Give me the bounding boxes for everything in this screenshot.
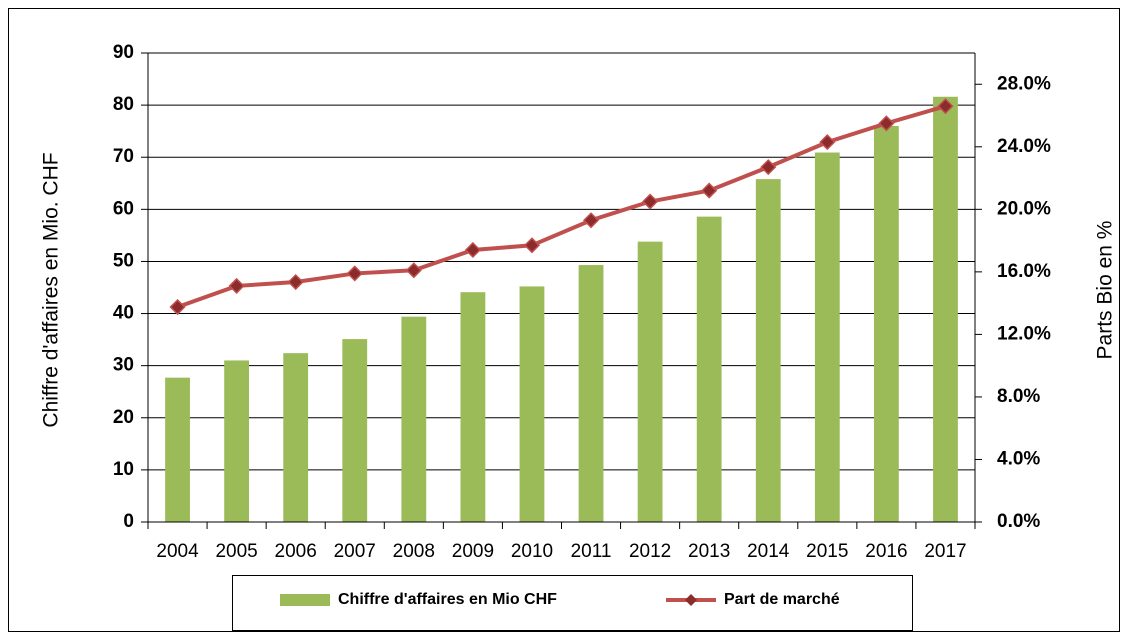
y-tick-label: 0 [123, 511, 134, 532]
marker [405, 262, 422, 279]
y2-tick-label: 16.0% [997, 261, 1051, 282]
y-axis-label: Chiffre d'affaires en Mio. CHF [40, 152, 63, 427]
y-tick-label: 40 [113, 303, 134, 324]
y2-tick-label: 0.0% [997, 511, 1040, 532]
y2-tick-label: 4.0% [997, 448, 1040, 469]
x-tick-label: 2014 [747, 541, 790, 562]
marker [642, 193, 659, 210]
y-tick-label: 60 [113, 198, 134, 219]
x-tick-label: 2009 [452, 541, 494, 562]
marker [937, 98, 954, 115]
marker [169, 298, 186, 316]
bar [873, 125, 899, 522]
legend-label: Part de marché [724, 591, 840, 608]
marker [464, 241, 481, 259]
legend-box [232, 575, 913, 631]
marker [878, 115, 895, 132]
bar [933, 96, 958, 523]
x-tick-label: 2008 [393, 541, 435, 562]
bar [696, 216, 722, 522]
y-tick-label: 20 [113, 407, 134, 428]
bar [578, 265, 604, 522]
marker [346, 265, 363, 282]
marker [760, 159, 777, 176]
x-tick-label: 2004 [156, 541, 199, 562]
y-tick-label: 10 [113, 459, 134, 480]
bar [637, 241, 663, 523]
y-tick-label: 80 [113, 94, 134, 115]
x-tick-label: 2005 [215, 541, 257, 562]
x-tick-label: 2017 [924, 541, 966, 562]
bar [283, 353, 309, 522]
y2-tick-label: 24.0% [997, 136, 1051, 157]
bar [519, 286, 545, 522]
y2-tick-label: 28.0% [997, 73, 1051, 94]
x-tick-label: 2016 [865, 541, 907, 562]
x-tick-label: 2010 [511, 541, 553, 562]
x-tick-label: 2011 [571, 541, 612, 562]
marker [819, 134, 836, 151]
line [176, 104, 947, 309]
bar [460, 292, 486, 522]
marker [523, 237, 541, 254]
x-tick-label: 2012 [629, 541, 671, 562]
x-tick-label: 2013 [688, 541, 730, 562]
marker [701, 182, 718, 199]
y-tick-label: 30 [113, 355, 134, 376]
marker [228, 277, 245, 294]
x-tick-label: 2015 [806, 541, 848, 562]
bar [165, 377, 190, 522]
x-tick-label: 2006 [275, 541, 317, 562]
x-tick-label: 2007 [334, 541, 376, 562]
y-tick-label: 90 [113, 42, 134, 63]
y2-tick-label: 8.0% [997, 386, 1040, 407]
y2-tick-label: 12.0% [997, 323, 1051, 344]
y-tick-label: 70 [113, 146, 134, 167]
legend-marker [685, 594, 697, 606]
bar [342, 339, 368, 522]
legend-swatch [280, 594, 330, 606]
legend-label: Chiffre d'affaires en Mio CHF [338, 591, 557, 608]
y2-tick-label: 20.0% [997, 198, 1051, 219]
bar [755, 179, 781, 522]
marker [582, 212, 600, 229]
bar [814, 152, 840, 522]
bar [224, 360, 250, 522]
bar [401, 316, 427, 522]
marker [287, 273, 304, 291]
y-tick-label: 50 [113, 250, 134, 271]
y2-axis-label: Parts Bio en % [1094, 221, 1117, 360]
